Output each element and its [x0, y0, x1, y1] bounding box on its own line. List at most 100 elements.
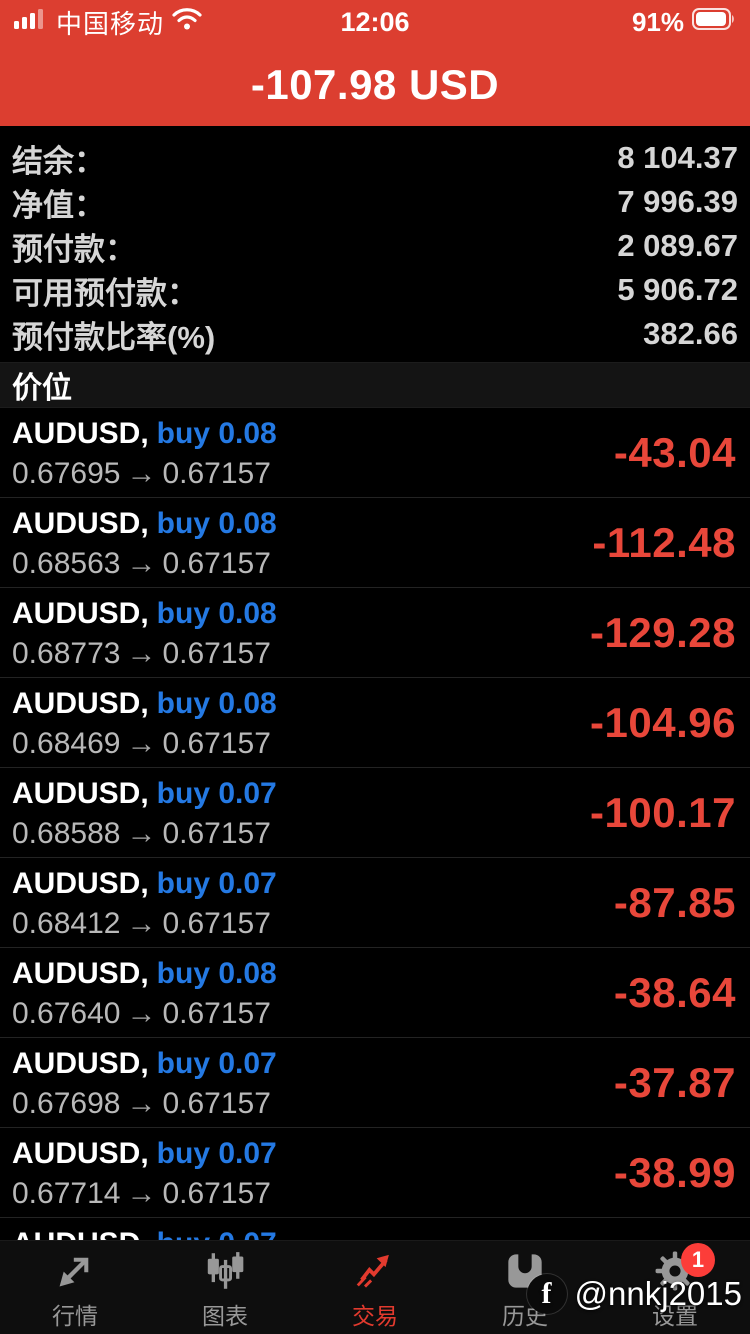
- position-profit-loss: -43.04: [613, 428, 736, 476]
- position-current-price: 0.67157: [162, 637, 271, 670]
- position-profit-loss: -37.87: [613, 1058, 736, 1106]
- position-profit-loss: -38.99: [613, 1148, 736, 1196]
- position-open-price: 0.68563: [12, 547, 121, 580]
- quotes-icon: [56, 1249, 94, 1293]
- summary-label: 预付款比率(%): [12, 319, 216, 355]
- position-profit-loss: -129.28: [590, 608, 736, 656]
- price-arrow: →: [126, 817, 157, 850]
- summary-row-free-margin: 可用预付款： 5 906.72: [12, 268, 738, 312]
- trade-icon: [355, 1249, 395, 1293]
- position-side-volume: buy 0.07: [156, 777, 277, 810]
- tab-label: 交易: [352, 1303, 398, 1329]
- position-side-volume: buy 0.07: [156, 1137, 277, 1170]
- position-prices-line: 0.68563 → 0.67157: [12, 544, 738, 584]
- summary-row-balance: 结余： 8 104.37: [12, 136, 738, 180]
- wifi-icon: [172, 7, 202, 38]
- position-open-price: 0.67640: [12, 997, 121, 1030]
- position-profit-loss: -100.17: [590, 788, 736, 836]
- position-open-price: 0.67714: [12, 1177, 121, 1210]
- price-arrow: →: [126, 637, 157, 670]
- position-profit-loss: -87.85: [613, 878, 736, 926]
- position-row[interactable]: AUDUSD, buy 0.08 0.67695 → 0.67157 -43.04: [0, 408, 750, 498]
- position-row[interactable]: AUDUSD, buy 0.08 0.67640 → 0.67157 -38.64: [0, 948, 750, 1038]
- summary-value: 7 996.39: [617, 184, 738, 219]
- position-profit-loss: -104.96: [590, 698, 736, 746]
- position-symbol: AUDUSD,: [12, 777, 149, 810]
- settings-notification-badge: 1: [681, 1243, 715, 1277]
- position-current-price: 0.67157: [162, 727, 271, 760]
- position-symbol-line: AUDUSD,buy 0.07: [12, 1134, 738, 1174]
- position-symbol: AUDUSD,: [12, 597, 149, 630]
- battery-icon: [692, 7, 736, 38]
- positions-list: AUDUSD, buy 0.08 0.67695 → 0.67157 -43.04 A…: [0, 408, 750, 1308]
- charts-icon: [205, 1249, 245, 1293]
- summary-label: 预付款：: [12, 231, 136, 267]
- price-arrow: →: [126, 1177, 157, 1210]
- position-row[interactable]: AUDUSD, buy 0.07 0.68412 → 0.67157 -87.85: [0, 858, 750, 948]
- position-prices-line: 0.68469 → 0.67157: [12, 724, 738, 764]
- summary-value: 5 906.72: [617, 272, 738, 307]
- carrier-label: 中国移动: [56, 8, 165, 39]
- settings-gear-icon: 1: [655, 1243, 715, 1293]
- tab-quotes[interactable]: 行情: [0, 1241, 150, 1334]
- position-row[interactable]: AUDUSD, buy 0.08 0.68469 → 0.67157 -104.96: [0, 678, 750, 768]
- position-current-price: 0.67157: [162, 547, 271, 580]
- summary-value: 2 089.67: [617, 228, 738, 263]
- price-arrow: →: [126, 547, 157, 580]
- bottom-tab-bar: 行情 图表: [0, 1240, 750, 1334]
- positions-section-header: 价位: [0, 362, 750, 408]
- summary-row-margin-level: 预付款比率(%) 382.66: [12, 312, 738, 356]
- position-symbol: AUDUSD,: [12, 507, 149, 540]
- position-row[interactable]: AUDUSD, buy 0.07 0.68588 → 0.67157 -100.17: [0, 768, 750, 858]
- summary-row-equity: 净值： 7 996.39: [12, 180, 738, 224]
- position-symbol-line: AUDUSD, buy 0.08: [12, 684, 738, 724]
- position-side-volume: buy 0.08: [156, 417, 277, 450]
- tab-trade[interactable]: 交易: [300, 1241, 450, 1334]
- position-profit-loss: -38.64: [613, 968, 736, 1016]
- position-side-volume: buy 0.08: [156, 957, 277, 990]
- position-open-price: 0.67698: [12, 1087, 121, 1120]
- position-prices-line: 0.68412 → 0.67157: [12, 904, 738, 944]
- price-arrow: →: [126, 997, 157, 1030]
- tab-charts[interactable]: 图表: [150, 1241, 300, 1334]
- position-symbol-line: AUDUSD,buy 0.07: [12, 1044, 738, 1084]
- position-row[interactable]: AUDUSD, buy 0.08 0.68563 → 0.67157 -112.48: [0, 498, 750, 588]
- summary-row-margin: 预付款： 2 089.67: [12, 224, 738, 268]
- position-row[interactable]: AUDUSD, buy 0.08 0.68773 → 0.67157 -129.28: [0, 588, 750, 678]
- summary-value: 382.66: [643, 316, 738, 351]
- position-current-price: 0.67157: [162, 457, 271, 490]
- position-symbol-line: AUDUSD, buy 0.08: [12, 414, 738, 454]
- position-side-volume: buy 0.08: [156, 597, 277, 630]
- app-header: 中国移动 12:06 91%: [0, 0, 750, 126]
- position-symbol: AUDUSD,: [12, 867, 149, 900]
- position-row[interactable]: AUDUSD, buy 0.07 0.67714 → 0.67157 -38.99: [0, 1128, 750, 1218]
- position-symbol-line: AUDUSD,buy 0.07: [12, 864, 738, 904]
- position-side-volume: buy 0.08: [156, 507, 277, 540]
- position-open-price: 0.68773: [12, 637, 121, 670]
- price-arrow: →: [126, 907, 157, 940]
- facebook-icon: f: [526, 1274, 567, 1314]
- position-prices-line: 0.67698 → 0.67157: [12, 1084, 738, 1124]
- position-current-price: 0.67157: [162, 1087, 271, 1120]
- position-open-price: 0.68412: [12, 907, 121, 940]
- position-prices-line: 0.67695 → 0.67157: [12, 454, 738, 494]
- status-bar: 中国移动 12:06 91%: [0, 0, 750, 44]
- position-side-volume: buy 0.07: [156, 867, 277, 900]
- cellular-signal-icon: [14, 7, 48, 38]
- position-current-price: 0.67157: [162, 1177, 271, 1210]
- position-open-price: 0.68469: [12, 727, 121, 760]
- price-arrow: →: [126, 727, 157, 760]
- position-prices-line: 0.68588 → 0.67157: [12, 814, 738, 854]
- account-summary: 结余： 8 104.37 净值： 7 996.39 预付款： 2 089.67 …: [0, 126, 750, 362]
- summary-label: 净值：: [12, 187, 105, 223]
- position-row[interactable]: AUDUSD, buy 0.07 0.67698 → 0.67157 -37.87: [0, 1038, 750, 1128]
- position-symbol-line: AUDUSD,buy 0.07: [12, 774, 738, 814]
- tab-settings[interactable]: 1 设置: [600, 1241, 750, 1334]
- position-current-price: 0.67157: [162, 907, 271, 940]
- summary-label: 结余：: [12, 143, 105, 179]
- position-symbol-line: AUDUSD, buy 0.08: [12, 954, 738, 994]
- position-side-volume: buy 0.08: [156, 687, 277, 720]
- tab-label: 设置: [652, 1303, 698, 1329]
- position-symbol: AUDUSD,: [12, 417, 149, 450]
- position-open-price: 0.67695: [12, 457, 121, 490]
